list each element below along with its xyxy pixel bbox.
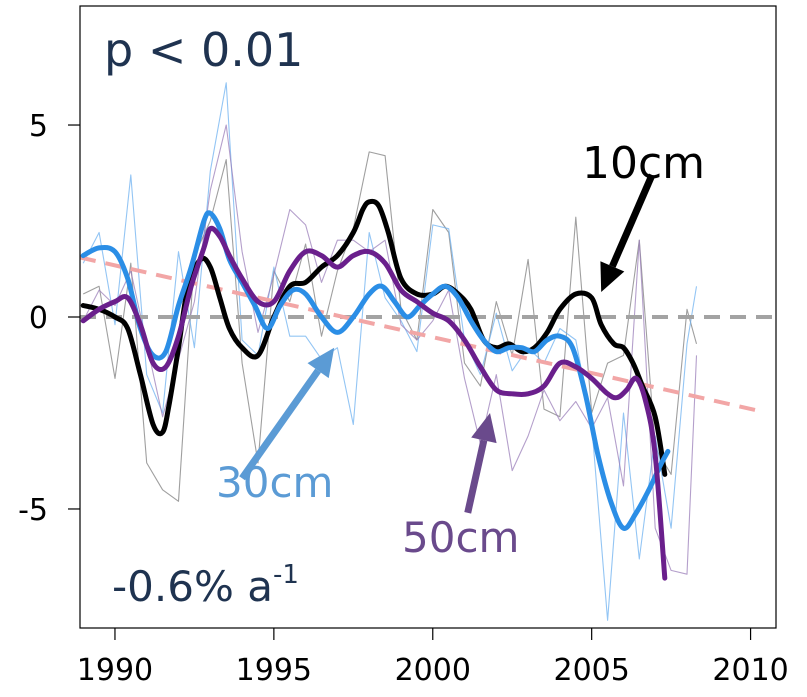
raw-series-50cm <box>82 124 698 575</box>
y-tick-label--5: -5 <box>18 493 48 528</box>
y-tick-label-0: 0 <box>29 301 48 336</box>
series-labels-layer: 10cm 30cm 50cm <box>216 138 705 562</box>
x-tick-label-1990: 1990 <box>77 653 153 688</box>
arrows-layer <box>239 173 656 514</box>
trend-annotation-superscript: -1 <box>273 560 299 590</box>
arrow-shaft-10cm <box>609 173 656 268</box>
axes-layer: 1990 1995 2000 2005 2010 5 0 -5 <box>18 109 789 688</box>
series-line-30cm <box>80 210 671 531</box>
arrow-head-10cm <box>600 261 625 292</box>
series-label-10cm: 10cm <box>582 138 705 189</box>
x-tick-label-2010: 2010 <box>712 653 788 688</box>
series-label-30cm: 30cm <box>216 458 333 507</box>
arrow-50cm <box>464 413 497 514</box>
x-tick-label-2000: 2000 <box>395 653 471 688</box>
x-tick-label-2005: 2005 <box>553 653 629 688</box>
series-line-10cm <box>80 198 668 477</box>
x-tick-label-1995: 1995 <box>236 653 312 688</box>
arrow-shaft-50cm <box>464 439 488 514</box>
p-value-annotation: p < 0.01 <box>104 23 303 77</box>
series-line-50cm <box>80 225 668 581</box>
arrow-10cm <box>600 173 656 292</box>
smoothed-series-layer <box>80 198 671 581</box>
trend-annotation: -0.6% a-1 <box>112 560 299 611</box>
series-label-50cm: 50cm <box>402 513 519 562</box>
arrow-head-30cm <box>307 347 335 379</box>
y-tick-label-5: 5 <box>29 109 48 144</box>
arrow-head-50cm <box>471 413 497 444</box>
arrow-30cm <box>239 347 335 481</box>
arrow-shaft-30cm <box>239 368 321 481</box>
trend-annotation-value: -0.6% a <box>112 562 273 611</box>
